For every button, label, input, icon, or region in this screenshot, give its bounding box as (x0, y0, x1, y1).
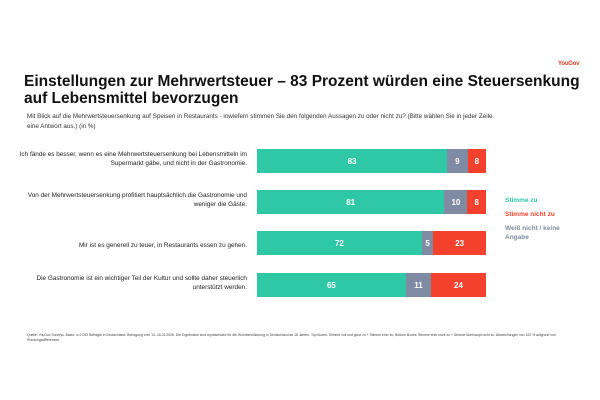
bar-segment: 72 (257, 231, 422, 255)
legend-item-disagree: Stimme nicht zu (505, 211, 555, 218)
data-label: 65 (326, 280, 336, 290)
bar-segment: 8 (467, 149, 486, 173)
data-label: 8 (474, 156, 480, 166)
source-footnote: Quelle: YouGov Surveys. Basis: n=2.092 B… (27, 333, 556, 342)
data-label: 5 (425, 238, 430, 248)
data-label: 81 (346, 197, 356, 207)
data-label: 9 (455, 156, 460, 166)
bar-segment: 24 (431, 273, 486, 297)
data-label: 72 (334, 238, 344, 248)
legend-item-unsure: Weiß nicht / keine Angabe (505, 225, 560, 241)
bar-row: 72 5 23 (257, 231, 486, 255)
bar-segment: 11 (405, 273, 432, 297)
bar-row: 81 10 8 (257, 190, 486, 214)
bar-segment: 81 (257, 190, 445, 214)
bar-segment: 8 (467, 190, 486, 214)
bar-segment: 65 (257, 273, 406, 297)
bar-segment: 5 (421, 231, 434, 255)
data-label: 11 (414, 280, 423, 290)
data-label: 83 (347, 156, 357, 166)
data-label: 23 (455, 238, 465, 248)
bar-segment: 23 (433, 231, 486, 255)
bar-row: 65 11 24 (257, 273, 486, 297)
category-label: Die Gastronomie ist ein wichtiger Teil d… (36, 275, 247, 291)
category-label: Mir ist es generell zu teuer, in Restaur… (78, 242, 247, 249)
category-label: Ich fände es besser, wenn es eine Mehrwe… (19, 151, 247, 167)
yougov-logo: YouGov (558, 61, 580, 67)
legend-item-agree: Stimme zu (505, 197, 538, 204)
bar-segment: 83 (257, 149, 448, 173)
data-label: 10 (451, 197, 461, 207)
data-label: 8 (474, 197, 479, 207)
data-label: 24 (454, 280, 463, 290)
category-label: Von der Mehrwertsteuersenkung profitiert… (27, 192, 247, 208)
chart-subtitle: Mit Blick auf die Mehrwertsteuersenkung … (27, 113, 493, 130)
bar-row: 83 9 8 (257, 149, 486, 173)
bar-segment: 10 (444, 190, 468, 214)
bar-segment: 9 (447, 149, 468, 173)
chart-title: Einstellungen zur Mehrwertsteuer – 83 Pr… (24, 73, 580, 107)
